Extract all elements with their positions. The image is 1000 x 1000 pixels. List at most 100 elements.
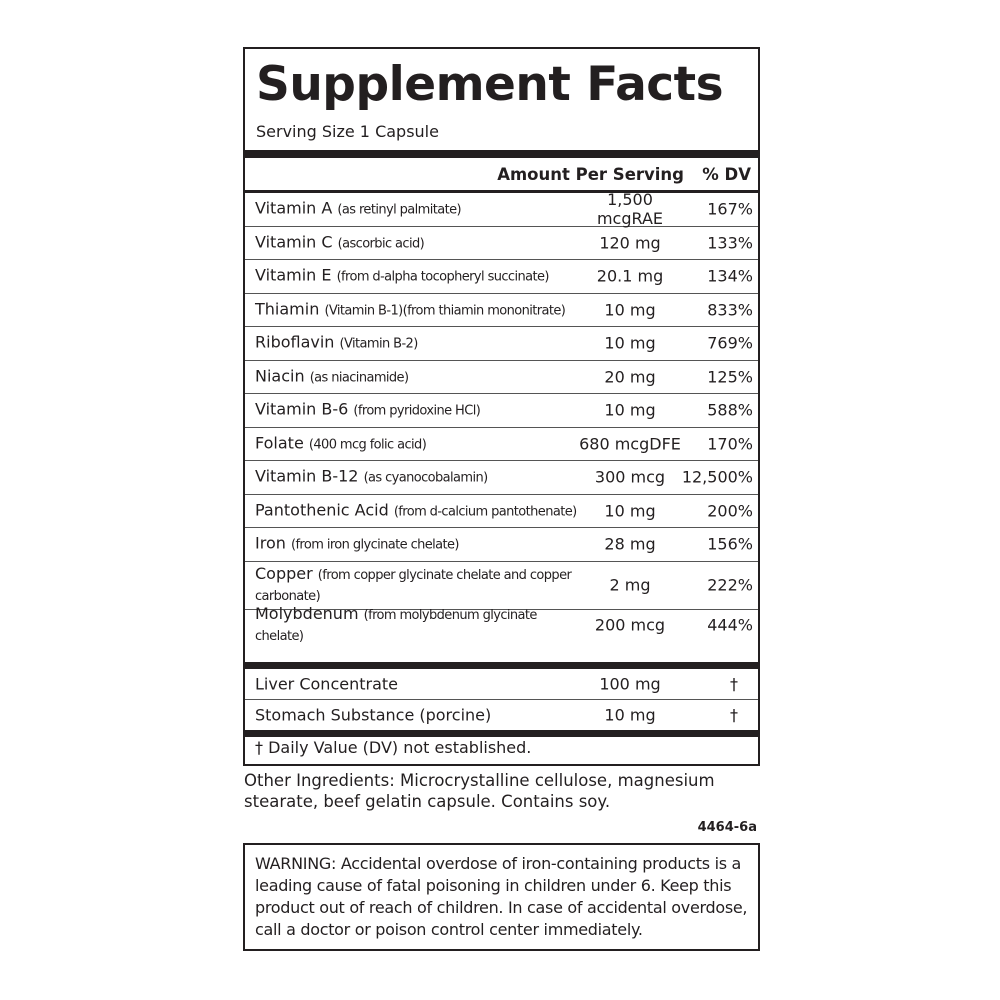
nutrient-dv: 200% [707,501,753,521]
nutrient-name: Pantothenic Acid (from d-calcium pantoth… [255,500,585,521]
nutrient-amount: 20 mg [604,367,656,387]
nutrient-row: Pantothenic Acid (from d-calcium pantoth… [245,495,758,528]
nutrient-amount: 300 mcg [594,467,666,487]
nutrient-name: Folate (400 mcg folic acid) [255,433,585,454]
nutrient-name: Molybdenum (from molybdenum glycinate ch… [255,604,585,646]
nutrient-name: Copper (from copper glycinate chelate an… [255,564,585,606]
nutrient-dv: 134% [707,266,753,286]
footnote: † Daily Value (DV) not established. [255,738,532,757]
ingredient-dv: † [730,705,738,725]
other-ingredients: Other Ingredients: Microcrystalline cell… [244,771,715,811]
nutrient-label: Riboflavin [255,332,335,352]
ingredient-dv: † [730,674,738,694]
nutrient-row: Thiamin (Vitamin B-1)(from thiamin monon… [245,294,758,327]
serving-size: Serving Size 1 Capsule [256,122,439,141]
nutrient-row: Vitamin C (ascorbic acid) 120 mg 133% [245,227,758,260]
nutrient-amount: 28 mg [604,534,656,554]
divider-thick [245,662,758,669]
nutrient-dv: 769% [707,333,753,353]
nutrient-name: Thiamin (Vitamin B-1)(from thiamin monon… [255,299,585,320]
nutrient-amount: 1,500 mcgRAE [596,190,664,229]
nutrient-amount: 120 mg [599,233,661,253]
nutrient-row: Vitamin A (as retinyl palmitate) 1,500 mc… [245,190,758,229]
nutrient-amount: 2 mg [609,575,651,595]
nutrient-label: Thiamin [255,299,320,319]
nutrient-name: Vitamin C (ascorbic acid) [255,232,585,253]
nutrient-source: (from molybdenum glycinate chelate) [255,608,537,644]
nutrient-dv: 833% [707,300,753,320]
nutrient-source: (from d-calcium pantothenate) [393,504,577,520]
nutrient-source: (from pyridoxine HCl) [353,403,481,419]
nutrient-row: Vitamin E (from d-alpha tocopheryl succi… [245,260,758,294]
nutrient-name: Vitamin B-6 (from pyridoxine HCl) [255,400,585,421]
nutrient-label: Vitamin B-6 [255,399,349,419]
nutrient-amount: 20.1 mg [596,266,664,286]
nutrient-label: Vitamin C [255,232,333,252]
nutrient-name: Iron (from iron glycinate chelate) [255,534,585,555]
ingredient-amount: 100 mg [599,674,661,694]
ingredient-name: Stomach Substance (porcine) [255,705,492,725]
nutrient-name: Niacin (as niacinamide) [255,366,585,387]
panel-title: Supplement Facts [256,57,724,112]
nutrient-row: Vitamin B-6 (from pyridoxine HCl) 10 mg 58… [245,394,758,428]
nutrient-source: (Vitamin B-2) [339,336,419,352]
nutrient-label: Pantothenic Acid [255,500,389,520]
nutrient-dv: 167% [707,199,753,219]
nutrient-row: Riboflavin (Vitamin B-2) 10 mg 769% [245,327,758,361]
nutrient-amount: 10 mg [604,333,656,353]
nutrient-dv: 125% [707,367,753,387]
nutrient-dv: 12,500% [681,467,753,487]
nutrient-source: (from iron glycinate chelate) [290,537,460,553]
nutrient-source: (as cyanocobalamin) [363,470,489,486]
supplement-facts-panel: Supplement Facts Serving Size 1 Capsule … [243,47,760,766]
ingredient-amount: 10 mg [604,705,656,725]
nutrient-dv: 156% [707,534,753,554]
nutrient-label: Vitamin A [255,198,333,218]
divider-thick [245,150,758,158]
nutrient-amount: 680 mcgDFE [579,434,681,454]
nutrient-row: Iron (from iron glycinate chelate) 28 mg 1… [245,528,758,562]
nutrient-label: Vitamin B-12 [255,466,359,486]
divider-medium [245,190,758,193]
nutrient-source: (as retinyl palmitate) [337,202,461,218]
nutrient-row: Molybdenum (from molybdenum glycinate ch… [245,604,758,644]
nutrient-dv: 170% [707,434,753,454]
nutrient-dv: 588% [707,400,753,420]
nutrient-source: (from copper glycinate chelate and coppe… [255,568,572,604]
nutrient-name: Vitamin E (from d-alpha tocopheryl succi… [255,266,585,287]
nutrient-label: Folate [255,433,304,453]
nutrient-label: Niacin [255,366,305,386]
warning-box: WARNING: Accidental overdose of iron-con… [243,843,760,951]
nutrient-amount: 10 mg [604,400,656,420]
nutrient-row: Folate (400 mcg folic acid) 680 mcgDFE 170… [245,428,758,461]
nutrient-amount: 200 mcg [594,615,666,635]
nutrient-row: Vitamin B-12 (as cyanocobalamin) 300 mcg 1… [245,461,758,495]
nutrient-row: Copper (from copper glycinate chelate an… [245,562,758,610]
nutrient-amount: 10 mg [604,300,656,320]
nutrient-name: Vitamin B-12 (as cyanocobalamin) [255,467,585,488]
nutrient-source: (as niacinamide) [309,370,409,386]
dv-header: % DV [702,165,751,184]
nutrient-source: (400 mcg folic acid) [308,437,427,453]
product-code: 4464-6a [697,820,757,835]
nutrient-label: Iron [255,533,286,553]
ingredient-name: Liver Concentrate [255,674,398,694]
nutrient-source: (Vitamin B-1)(from thiamin mononitrate) [324,303,566,319]
nutrient-name: Vitamin A (as retinyl palmitate) [255,199,585,220]
nutrient-source: (ascorbic acid) [337,236,425,252]
amount-header: Amount Per Serving [497,165,684,184]
nutrient-dv: 222% [707,575,753,595]
nutrient-row: Niacin (as niacinamide) 20 mg 125% [245,361,758,394]
ingredient-row: Stomach Substance (porcine) 10 mg † [245,700,758,731]
divider-thick [245,730,758,737]
nutrient-label: Copper [255,564,313,583]
nutrient-amount: 10 mg [604,501,656,521]
nutrient-name: Riboflavin (Vitamin B-2) [255,333,585,354]
nutrient-label: Vitamin E [255,265,332,285]
nutrient-dv: 133% [707,233,753,253]
ingredient-row: Liver Concentrate 100 mg † [245,669,758,700]
nutrient-source: (from d-alpha tocopheryl succinate) [336,269,550,285]
nutrient-label: Molybdenum [255,604,359,623]
column-header: Amount Per Serving % DV [245,159,758,191]
nutrient-dv: 444% [707,615,753,635]
